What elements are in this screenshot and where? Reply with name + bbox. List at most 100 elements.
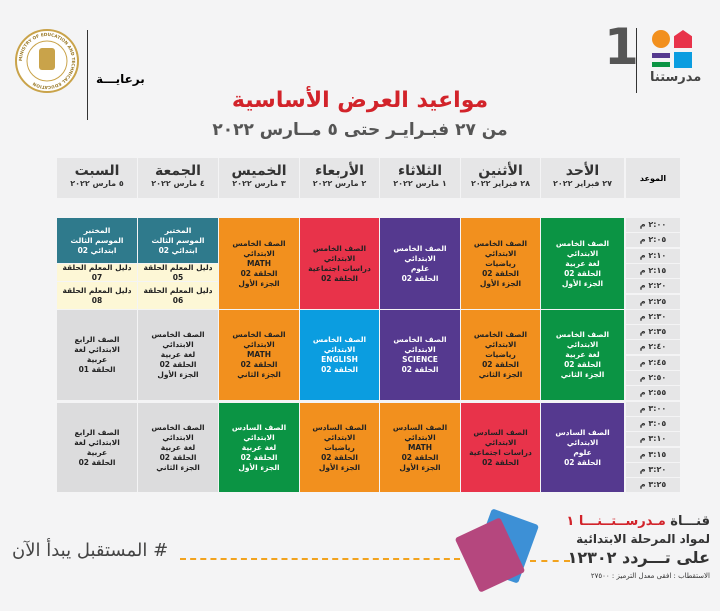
ministry-seal-graphic: MINISTRY OF EDUCATION AND TECHNICAL EDUC… (15, 29, 79, 93)
program-line: علوم (410, 263, 430, 273)
program-line: ابتدائي 02 (158, 245, 198, 255)
day-date: ٥ مارس ٢٠٢٢ (70, 179, 124, 188)
time-slot: ٣:٠٠ م (626, 401, 680, 416)
program-line: لغة عربية (565, 350, 600, 359)
program-line: الحلقة 02 (321, 365, 358, 374)
program-line: دليل المعلم الحلقة 05 (143, 262, 213, 282)
program-cell: الصف السادس الابتدائي علوم الحلقة 02 (541, 403, 624, 492)
program-line: رياضيات (485, 258, 516, 268)
program-line: الحلقة 02 (78, 457, 116, 467)
brand-logo-icon (652, 30, 700, 82)
program-line: الجزء الثاني (237, 370, 281, 379)
program-cell: الصف الخامس الابتدائي لغة عربية الحلقة 02 ا… (138, 310, 218, 400)
time-slot: ٢:٤٠ م (626, 340, 680, 355)
time-slot: ٢:٠٥ م (626, 233, 680, 248)
program-cell: الصف الخامس الابتدائي دراسات اجتماعية الحل… (300, 218, 379, 309)
program-line: الحلقة 02 (564, 457, 601, 467)
channel-name: مـدرســتــنـــا ١ (566, 514, 666, 529)
divider (87, 30, 88, 120)
day-name: الجمعة (155, 163, 201, 179)
time-slot: ٢:٢٥ م (626, 294, 680, 309)
program-line: الحلقة 02 (564, 268, 601, 278)
day-date: ٢٨ فبراير ٢٠٢٢ (470, 179, 531, 188)
day-date: ٤ مارس ٢٠٢٢ (151, 179, 205, 188)
program-cell: الصف الخامس الابتدائي رياضيات الحلقة 02 الج… (461, 310, 540, 400)
program-line: دليل المعلم الحلقة 07 (62, 262, 132, 282)
day-header-4: الخميس ٣ مارس ٢٠٢٢ (219, 158, 299, 198)
program-line: الصف الخامس الابتدائي (555, 330, 610, 349)
program-line: عربية (86, 447, 108, 457)
program-line: دليل المعلم الحلقة 08 (62, 285, 132, 305)
ministry-seal: MINISTRY OF EDUCATION AND TECHNICAL EDUC… (14, 28, 80, 94)
program-line: الحلقة 02 (401, 273, 439, 283)
program-line: MATH (246, 258, 272, 268)
program-line: الموسم الثالث (151, 235, 205, 245)
page-subtitle: من ٢٧ فبـرايـر حتى ٥ مــارس ٢٠٢٢ (212, 120, 508, 140)
time-column-header: الموعد (626, 158, 680, 198)
program-line: الحلقة 02 (564, 360, 601, 369)
program-line: الصف الخامس الابتدائي (312, 243, 367, 263)
time-slot: ٣:١٠ م (626, 432, 680, 447)
program-line: الجزء الثاني (478, 370, 523, 379)
hashtag-slogan: # المستقبل يبدأ الآن (12, 540, 169, 561)
time-slot: ٣:٠٥ م (626, 416, 680, 431)
program-line: الصف السادس الابتدائي (555, 427, 610, 447)
program-cell: الصف الرابع الابتدائي لغة عربية الحلقة 01 (57, 310, 137, 400)
program-line: المختبر (164, 225, 192, 235)
day-date: ١ مارس ٢٠٢٢ (393, 179, 447, 188)
channel-title: قنـــاة مـدرســتــنـــا ١ (566, 514, 710, 529)
program-line: الحلقة 02 (321, 452, 358, 462)
program-line: علوم (573, 447, 592, 457)
program-cell: الصف الخامس الابتدائي لغة عربية الحلقة 02 ا… (541, 218, 624, 309)
program-line: الصف الخامس الابتدائي (151, 422, 205, 442)
program-line: الصف الخامس الابتدائي (393, 243, 447, 263)
program-line: الصف الخامس الابتدائي (555, 238, 610, 258)
program-line: الحلقة 02 (401, 365, 439, 374)
program-line: رياضيات (485, 350, 516, 359)
program-line: الحلقة 02 (482, 268, 519, 278)
program-line: لغة عربية (160, 442, 196, 452)
program-cell: دليل المعلم الحلقة 07 (57, 262, 137, 282)
time-slot: ٢:٢٠ م (626, 279, 680, 294)
program-cell: الصف السادس الابتدائي دراسات اجتماعية الحل… (461, 403, 540, 492)
program-line: الصف السادس الابتدائي (392, 422, 448, 442)
program-line: الصف السادس الابتدائي (231, 422, 287, 442)
program-cell: المختبر الموسم الثالث ابتدائي 02 (138, 218, 218, 263)
program-line: دراسات اجتماعية (308, 263, 371, 273)
day-date: ٢ مارس ٢٠٢٢ (312, 179, 367, 188)
program-line: المختبر (83, 225, 111, 235)
program-line: الصف السادس الابتدائي (312, 422, 367, 442)
program-line: الصف الرابع الابتدائي لغة (74, 335, 120, 354)
program-cell: الصف السادس الابتدائي لغة عربية الحلقة 02 ا… (219, 403, 299, 492)
program-line: الحلقة 02 (240, 452, 278, 462)
program-line: لغة عربية (241, 442, 277, 452)
program-line: الجزء الأول (399, 462, 441, 472)
program-cell: دليل المعلم الحلقة 05 (138, 262, 218, 282)
time-slot: ٢:٣٥ م (626, 325, 680, 340)
time-slot: ٣:١٥ م (626, 447, 680, 462)
program-cell: الصف الخامس الابتدائي SCIENCE الحلقة 02 (380, 310, 460, 400)
day-name: الأحد (565, 163, 600, 179)
program-line: دليل المعلم الحلقة 06 (143, 285, 213, 305)
time-slot: ٣:٢٠ م (626, 462, 680, 477)
day-name: الأربعاء (315, 163, 364, 179)
program-line: عربية (86, 355, 108, 364)
program-line: الجزء الأول (238, 278, 280, 288)
program-line: الحلقة 02 (159, 452, 197, 462)
program-line: الصف الخامس الابتدائي (312, 335, 367, 354)
channel-frequency: على تـــردد ١٢٣٠٢ (567, 548, 710, 567)
program-line: SCIENCE (402, 355, 438, 364)
program-line: ENGLISH (321, 355, 358, 364)
day-name: السبت (74, 163, 120, 179)
day-header-2: الثلاثاء ١ مارس ٢٠٢٢ (380, 158, 460, 198)
day-name: الأثنين (478, 163, 523, 179)
day-header-5: الجمعة ٤ مارس ٢٠٢٢ (138, 158, 218, 198)
program-line: الجزء الأول (561, 278, 604, 288)
program-cell: الصف الخامس الابتدائي MATH الحلقة 02 الجزء … (219, 218, 299, 309)
brand-number: 1 (604, 18, 639, 76)
program-line: الحلقة 02 (482, 360, 519, 369)
program-line: الموسم الثالث (70, 235, 124, 245)
program-cell: الصف السادس الابتدائي رياضيات الحلقة 02 الج… (300, 403, 379, 492)
day-date: ٣ مارس ٢٠٢٢ (232, 179, 286, 188)
eagle-icon (39, 48, 55, 70)
